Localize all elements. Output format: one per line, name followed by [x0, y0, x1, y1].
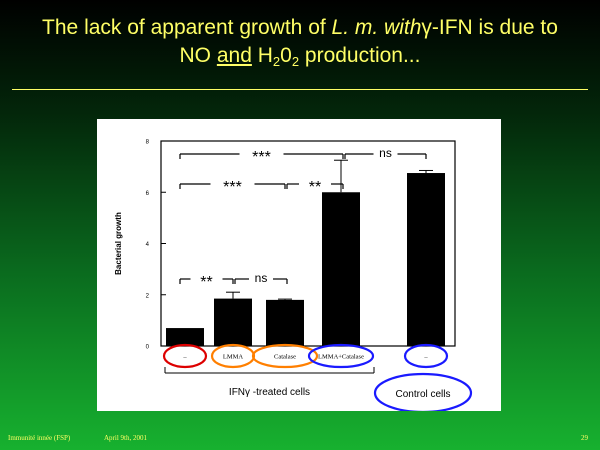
footer-date: April 9th, 2001	[104, 434, 147, 442]
title-text-end: -IFN is due to	[431, 16, 558, 39]
significance-label: **	[309, 179, 321, 196]
significance-label: ns	[255, 271, 268, 285]
significance-label: ***	[252, 149, 271, 166]
title-no: NO	[179, 44, 217, 67]
bar	[322, 192, 360, 346]
title-italic-text: L. m. with	[331, 16, 422, 39]
y-tick-label: 2	[146, 293, 150, 299]
significance-label: ns	[379, 146, 392, 160]
title-h: H	[251, 44, 273, 67]
x-tick-label: –	[423, 354, 428, 361]
significance-label: **	[200, 274, 212, 291]
group-label: Control cells	[395, 389, 450, 400]
bar	[266, 299, 304, 346]
title-and: and	[216, 44, 252, 67]
bar	[166, 328, 204, 346]
title-sub-2: 2	[291, 54, 300, 69]
title-line-2: NO and H202 production...	[0, 42, 600, 70]
y-tick-label: 6	[146, 191, 150, 197]
category-circle	[403, 343, 449, 369]
x-tick-label: LMMA	[223, 354, 244, 361]
chart-panel: 0 2 4 6 8 Bacterial growth *** ns *** ** ** ns – LMMA…	[97, 119, 501, 411]
title-o: 0	[280, 44, 292, 67]
slide-title: The lack of apparent growth of L. m. wit…	[0, 14, 600, 70]
footer-course: Immunité innée (FSP)	[8, 434, 71, 442]
y-axis-label: Bacterial growth	[114, 212, 123, 275]
category-circle	[162, 343, 208, 369]
title-production: production...	[299, 44, 421, 67]
control-circle	[373, 372, 473, 411]
significance-label: ***	[223, 179, 242, 196]
x-tick-label: –	[182, 354, 187, 361]
title-sub-1: 2	[272, 54, 281, 69]
x-tick-label: LMMA+Catalase	[318, 354, 364, 361]
category-circle	[307, 343, 375, 369]
y-tick-label: 4	[146, 242, 150, 248]
title-gamma: γ	[421, 16, 432, 39]
group-label: IFNγ -treated cells	[229, 387, 310, 398]
x-tick-label: Catalase	[274, 354, 296, 361]
title-line-1: The lack of apparent growth of L. m. wit…	[0, 14, 600, 42]
bar	[214, 298, 252, 346]
bar	[407, 173, 445, 346]
y-tick-label: 8	[146, 140, 150, 146]
page-number: 29	[581, 434, 588, 442]
title-text: The lack of apparent growth of	[42, 16, 332, 39]
category-circle	[251, 343, 319, 369]
title-divider	[12, 89, 588, 90]
y-tick-label: 0	[146, 345, 150, 351]
